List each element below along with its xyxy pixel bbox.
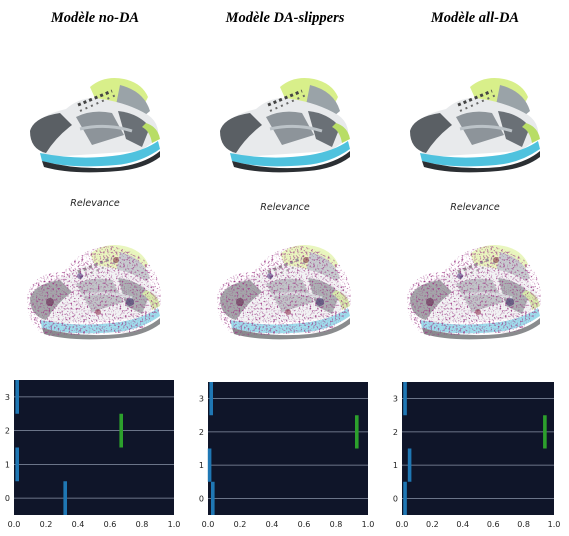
prediction-marker (209, 382, 213, 416)
x-tick-label: 0.4 (456, 520, 469, 529)
panel-no-da: Modèle no-DA Relevance 0 1 2 3 0.0 0.2 0.4 0.6 0… (0, 0, 190, 536)
panel-all-da: Modèle all-DA Relevance 0 1 2 3 0.0 0.2 0.4 0.6… (380, 0, 569, 536)
prediction-marker (403, 382, 407, 416)
x-tick-label: 0.8 (517, 520, 530, 529)
y-tick-label: 0 (393, 494, 398, 503)
panel-title: Modèle DA-slippers (225, 10, 345, 26)
x-tick-label: 1.0 (362, 520, 375, 529)
prediction-marker (119, 413, 123, 448)
y-tick-label: 3 (199, 395, 204, 404)
prediction-chart: 0 1 2 3 0.0 0.2 0.4 0.6 0.8 1.0 (5, 380, 181, 529)
y-tick-label: 0 (199, 494, 204, 503)
prediction-marker (407, 448, 412, 482)
y-tick-label: 2 (199, 428, 204, 437)
panel-da-slippers: Modèle DA-slippers Relevance 0 1 2 3 0.0 0.2 0… (190, 0, 380, 536)
x-tick-label: 0.2 (40, 520, 53, 529)
prediction-chart: 0 1 2 3 0.0 0.2 0.4 0.6 0.8 1.0 (393, 382, 561, 529)
x-tick-label: 0.6 (104, 520, 117, 529)
plot-area (208, 382, 368, 515)
shoe-image (400, 65, 550, 175)
relevance-heatmap (20, 232, 170, 342)
y-tick-label: 0 (5, 494, 10, 503)
x-tick-label: 0.8 (330, 520, 343, 529)
y-tick-label: 1 (5, 460, 10, 469)
panel-title: Modèle all-DA (430, 10, 520, 26)
prediction-marker (63, 481, 67, 515)
relevance-label: Relevance (260, 202, 310, 213)
y-tick-label: 2 (5, 427, 10, 436)
prediction-marker (355, 415, 359, 449)
prediction-chart: 0 1 2 3 0.0 0.2 0.4 0.6 0.8 1.0 (199, 382, 375, 529)
x-tick-label: 0.6 (487, 520, 500, 529)
y-tick-label: 2 (393, 428, 398, 437)
relevance-label: Relevance (450, 202, 500, 213)
prediction-marker (207, 448, 212, 482)
y-tick-label: 3 (393, 395, 398, 404)
x-tick-label: 0.0 (202, 520, 215, 529)
x-tick-label: 0.0 (8, 520, 21, 529)
prediction-marker (211, 481, 215, 515)
relevance-label: Relevance (70, 198, 120, 209)
x-tick-label: 0.4 (72, 520, 85, 529)
plot-area (402, 382, 554, 515)
prediction-marker (543, 415, 547, 449)
x-tick-label: 0.2 (234, 520, 247, 529)
shoe-image (210, 65, 360, 175)
x-tick-label: 0.4 (266, 520, 279, 529)
x-tick-label: 1.0 (548, 520, 561, 529)
shoe-image (20, 65, 170, 175)
panel-title: Modèle no-DA (50, 10, 140, 26)
prediction-marker (15, 447, 19, 482)
prediction-marker (15, 380, 19, 414)
y-tick-label: 1 (393, 461, 398, 470)
y-tick-label: 1 (199, 461, 204, 470)
prediction-marker (403, 481, 407, 515)
y-tick-label: 3 (5, 393, 10, 402)
x-tick-label: 0.2 (426, 520, 439, 529)
x-tick-label: 0.0 (396, 520, 409, 529)
x-tick-label: 0.8 (136, 520, 149, 529)
x-tick-label: 0.6 (298, 520, 311, 529)
relevance-heatmap (210, 232, 360, 342)
relevance-heatmap (400, 232, 550, 342)
plot-area (14, 380, 174, 515)
x-tick-label: 1.0 (168, 520, 181, 529)
